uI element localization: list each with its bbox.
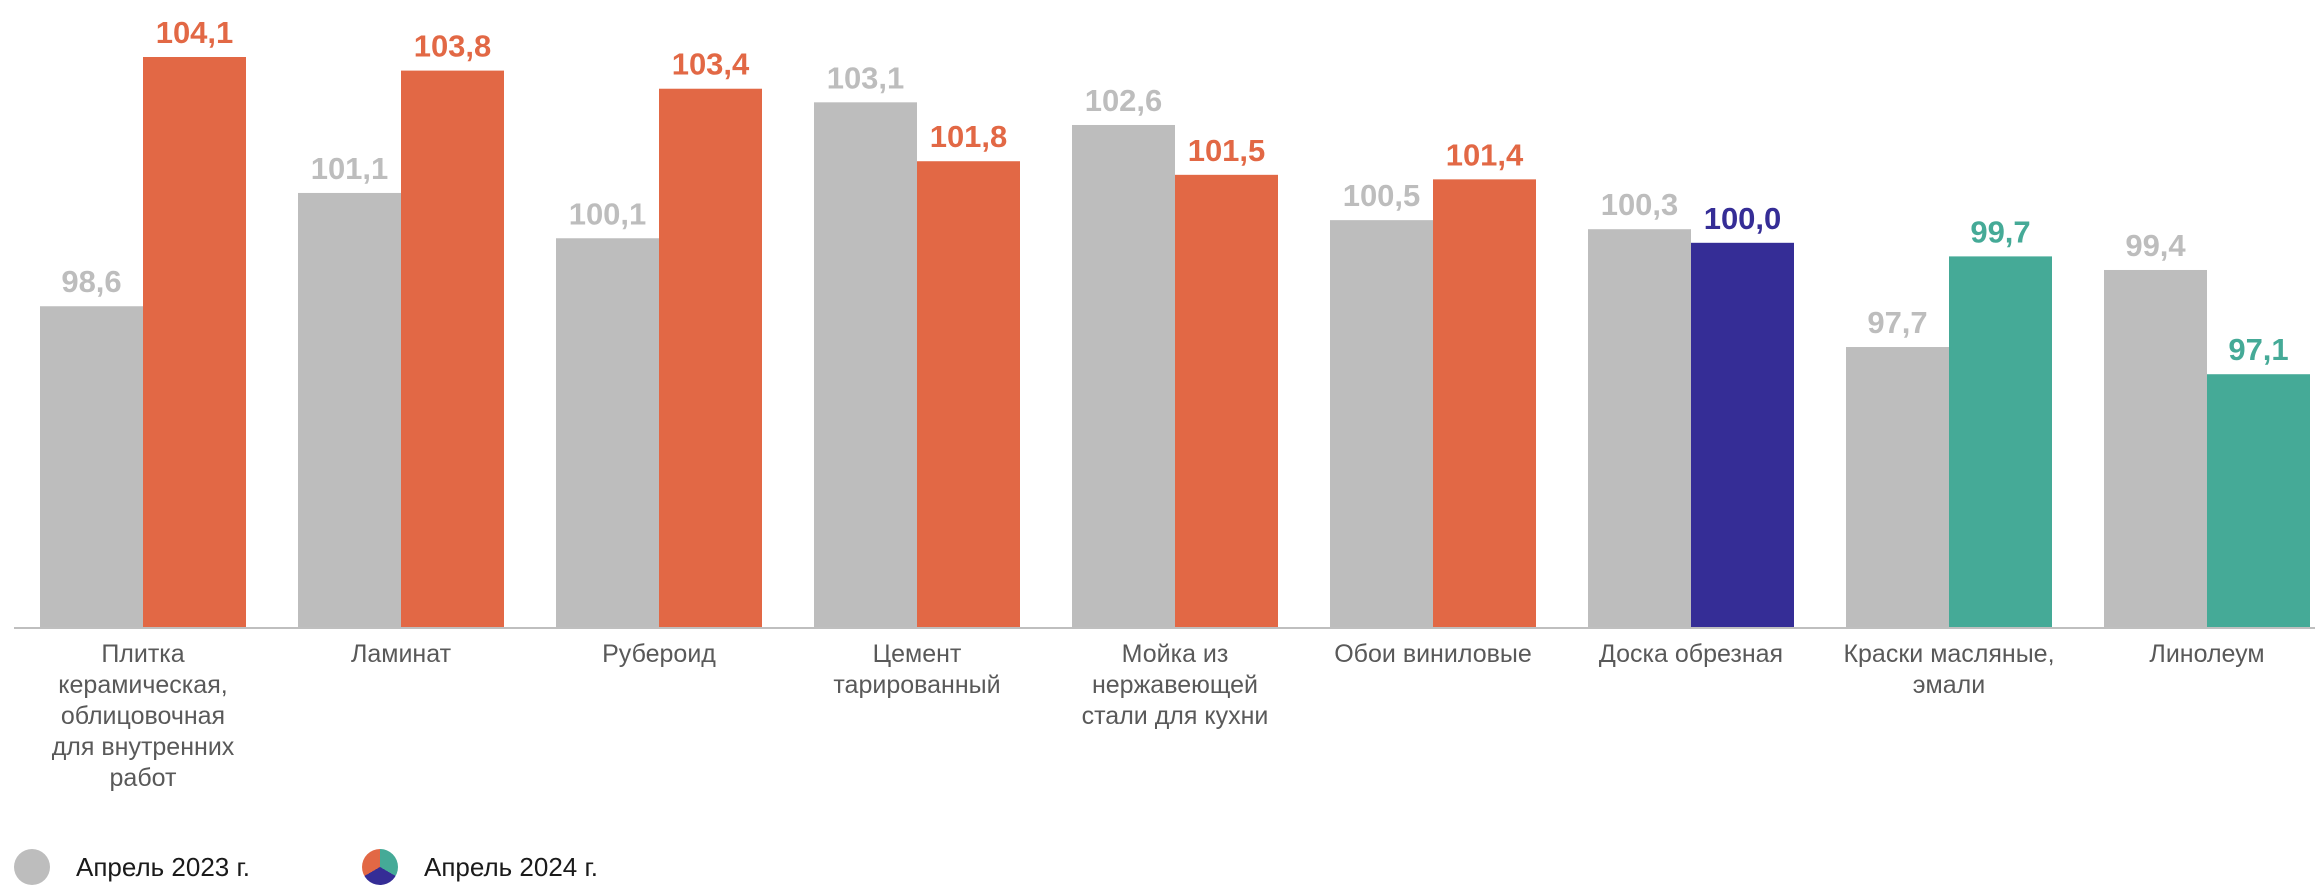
bar-2023 — [1588, 229, 1691, 628]
category-label-line: нержавеющей — [1092, 671, 1258, 699]
bar-2024 — [1433, 179, 1536, 628]
data-label: 100,5 — [1343, 178, 1421, 213]
data-label: 100,1 — [569, 196, 647, 231]
data-label: 97,7 — [1867, 305, 1927, 340]
bar-2024 — [917, 161, 1020, 628]
bar-2023 — [2104, 269, 2207, 628]
bar-2024 — [659, 88, 762, 628]
bar-2023 — [1072, 124, 1175, 628]
category-label: Рубероид — [602, 640, 716, 668]
category-label-line: тарированный — [833, 671, 1000, 699]
bar-2024 — [401, 70, 504, 629]
bar-2023 — [1330, 220, 1433, 628]
category-label-line: Ламинат — [351, 640, 452, 668]
category-label-line: Рубероид — [602, 640, 716, 668]
category-label: Цемент тарированный — [833, 640, 1000, 699]
bar-2024 — [143, 57, 246, 628]
category-label-line: Краски масляные, — [1843, 640, 2054, 668]
category-label-line: эмали — [1913, 671, 1985, 699]
data-label: 100,0 — [1704, 201, 1782, 236]
category-label: Обои виниловые — [1334, 640, 1532, 668]
data-label: 101,4 — [1446, 137, 1524, 172]
category-label: Мойка из нержавеющей стали для кухни — [1082, 640, 1269, 730]
bar-2023 — [556, 238, 659, 628]
legend-swatch-2024 — [362, 849, 398, 885]
data-label: 99,4 — [2125, 228, 2186, 263]
category-label-line: Доска обрезная — [1599, 640, 1783, 668]
data-label: 97,1 — [2228, 332, 2288, 367]
data-label: 104,1 — [156, 15, 234, 50]
category-label-line: стали для кухни — [1082, 702, 1269, 730]
data-label: 103,8 — [414, 29, 492, 64]
category-label: Ламинат — [351, 640, 452, 668]
data-label: 100,3 — [1601, 187, 1679, 222]
category-label: Линолеум — [2149, 640, 2264, 668]
category-label-line: работ — [110, 764, 177, 792]
legend-item-2023: Апрель 2023 г. — [14, 848, 250, 886]
category-label-line: облицовочная — [61, 702, 225, 730]
data-label: 99,7 — [1970, 214, 2030, 249]
data-label: 101,8 — [930, 119, 1008, 154]
bar-2024 — [1691, 242, 1794, 629]
category-label-line: Линолеум — [2149, 640, 2264, 668]
data-label: 103,1 — [827, 60, 905, 95]
bar-chart: 98,6 104,1 Плитка керамическая, облицовочная… — [14, 15, 2315, 792]
data-label: 101,5 — [1188, 133, 1266, 168]
bar-2024 — [1949, 256, 2052, 628]
category-label-line: Обои виниловые — [1334, 640, 1532, 668]
bar-2024 — [2207, 374, 2310, 628]
bar-2023 — [1846, 347, 1949, 628]
category-label-line: керамическая, — [58, 671, 227, 699]
legend-item-2024: Апрель 2024 г. — [362, 848, 598, 886]
data-label: 103,4 — [672, 47, 750, 82]
category-label-line: для внутренних — [52, 733, 235, 761]
category-label: Доска обрезная — [1599, 640, 1783, 668]
category-label-line: Цемент — [873, 640, 962, 668]
category-label: Плитка керамическая, облицовочная для внутр… — [52, 640, 235, 792]
data-label: 98,6 — [61, 264, 121, 299]
category-label: Краски масляные, эмали — [1843, 640, 2054, 699]
data-label: 101,1 — [311, 151, 389, 186]
category-label-line: Мойка из — [1122, 640, 1229, 668]
bar-2023 — [40, 306, 143, 628]
category-label-line: Плитка — [101, 640, 184, 668]
legend-label-2024: Апрель 2024 г. — [424, 851, 599, 882]
bar-2023 — [814, 102, 917, 629]
legend-label-2023: Апрель 2023 г. — [76, 851, 251, 882]
legend-swatch-2023 — [14, 849, 50, 885]
bar-2024 — [1175, 174, 1278, 629]
bar-2023 — [298, 192, 401, 628]
data-label: 102,6 — [1085, 83, 1163, 118]
